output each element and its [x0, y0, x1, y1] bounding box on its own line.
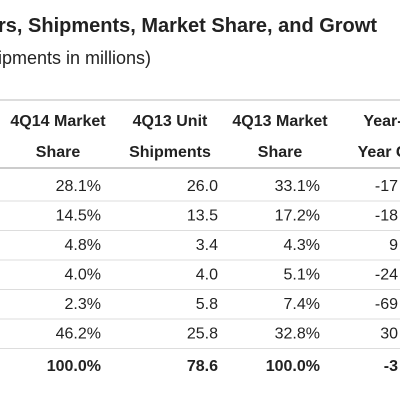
cell: -24	[375, 267, 398, 284]
cell: 32.8%	[275, 326, 320, 343]
cell: 4.0%	[65, 267, 101, 284]
cell: 17.2%	[275, 208, 320, 225]
cell: -3	[384, 358, 398, 375]
column-header: Share	[36, 144, 81, 161]
cell: 4.8%	[65, 237, 101, 254]
cell: 5.8	[196, 296, 218, 313]
cell: 30	[380, 326, 398, 343]
cell: 4.0	[196, 267, 218, 284]
cell: -18	[375, 208, 398, 225]
cell: 9	[389, 237, 398, 254]
cell: 4.3%	[284, 237, 320, 254]
cell: -69	[375, 296, 398, 313]
cell: 33.1%	[275, 178, 320, 195]
column-header: 4Q13 Market	[232, 113, 328, 130]
cell: 46.2%	[56, 326, 101, 343]
subtitle: ipments in millions)	[0, 48, 151, 68]
column-header: Shipments	[129, 144, 211, 161]
cell: 2.3%	[65, 296, 101, 313]
column-header: 4Q14 Market	[10, 113, 106, 130]
column-header: 4Q13 Unit	[133, 113, 208, 130]
cell: 26.0	[187, 178, 218, 195]
title: rs, Shipments, Market Share, and Growt	[0, 15, 377, 37]
cell: 78.6	[187, 358, 218, 375]
column-header: Year G	[358, 144, 400, 161]
cell: 28.1%	[56, 178, 101, 195]
cell: 13.5	[187, 208, 218, 225]
column-header: Year-	[363, 113, 400, 130]
cell: 25.8	[187, 326, 218, 343]
cell: 5.1%	[284, 267, 320, 284]
cell: 7.4%	[284, 296, 320, 313]
cell: -17	[375, 178, 398, 195]
cell: 100.0%	[47, 358, 101, 375]
cell: 100.0%	[266, 358, 320, 375]
cell: 3.4	[196, 237, 218, 254]
column-header: Share	[258, 144, 303, 161]
cell: 14.5%	[56, 208, 101, 225]
